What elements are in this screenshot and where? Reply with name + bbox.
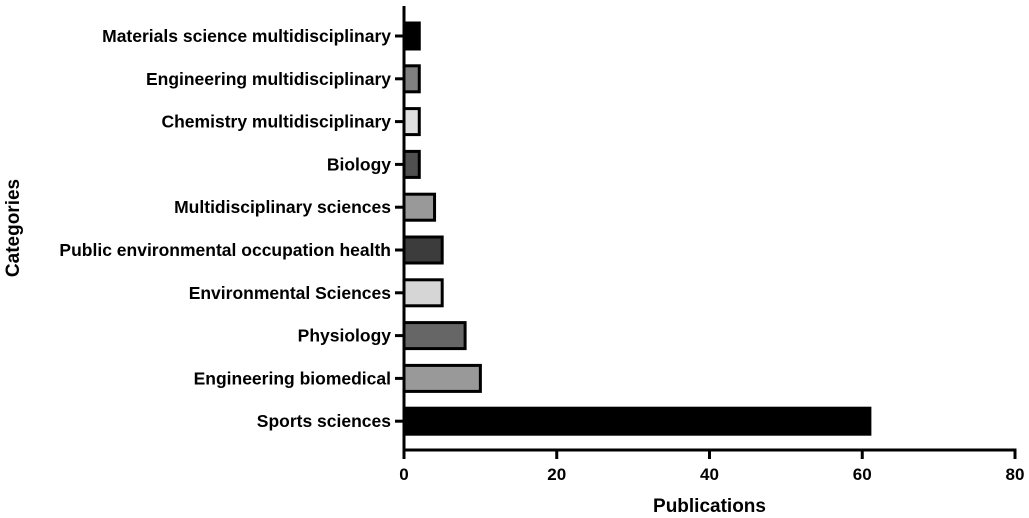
category-label: Physiology <box>298 326 392 346</box>
bar-5 <box>402 235 444 265</box>
x-tick-label: 20 <box>547 465 566 484</box>
bar-9 <box>402 406 872 436</box>
category-label: Materials science multidisciplinary <box>102 26 391 46</box>
bar-8 <box>402 363 482 393</box>
ticks-layer: Materials science multidisciplinary Engin… <box>59 26 1024 484</box>
x-tick-label: 60 <box>853 465 872 484</box>
axes-layer <box>402 6 1017 452</box>
x-tick-label: 0 <box>399 465 408 484</box>
category-label: Public environmental occupation health <box>59 240 391 260</box>
category-label: Sports sciences <box>257 411 391 431</box>
category-label: Environmental Sciences <box>189 283 392 303</box>
bar-2 <box>402 107 421 137</box>
category-label: Chemistry multidisciplinary <box>161 112 391 132</box>
x-tick-label: 80 <box>1006 465 1025 484</box>
bars-layer <box>402 21 872 436</box>
category-label: Multidisciplinary sciences <box>174 197 391 217</box>
category-label: Engineering biomedical <box>194 368 391 388</box>
x-axis-title: Publications <box>653 496 766 517</box>
category-label: Engineering multidisciplinary <box>146 69 391 89</box>
bar-3 <box>402 149 421 179</box>
bar-1 <box>402 64 421 94</box>
x-tick-label: 40 <box>700 465 719 484</box>
category-label: Biology <box>327 154 391 174</box>
bar-0 <box>402 21 421 51</box>
bar-6 <box>402 278 444 308</box>
bar-7 <box>402 321 467 351</box>
y-axis-title: Categories <box>3 179 24 277</box>
bar-4 <box>402 192 437 222</box>
